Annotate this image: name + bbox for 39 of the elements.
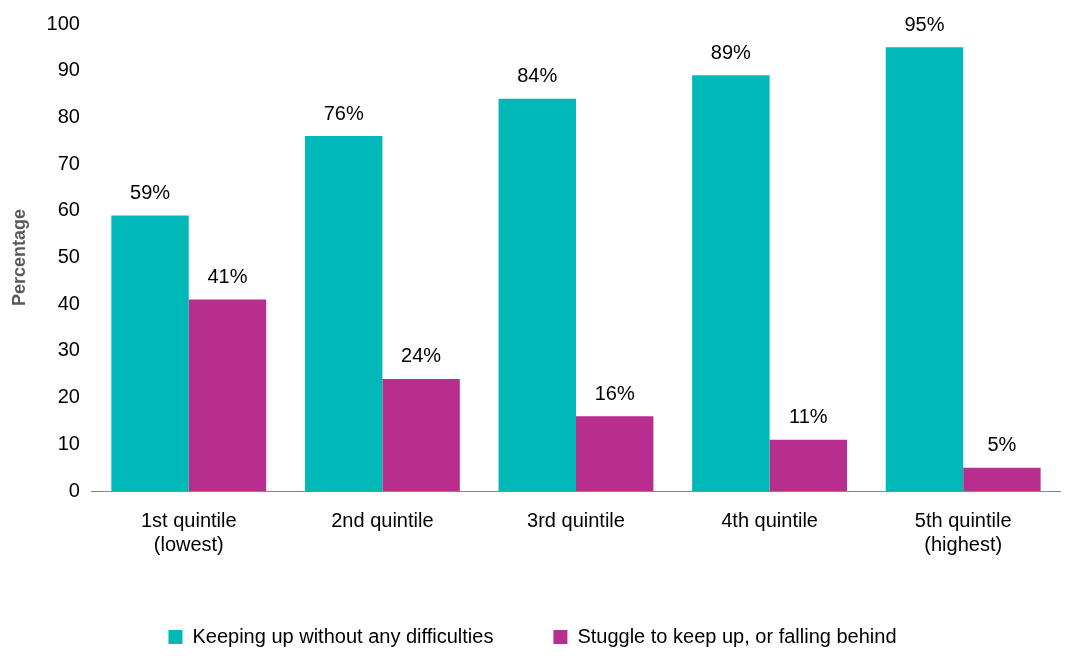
- y-tick-label: 10: [57, 431, 80, 454]
- bar: [498, 98, 576, 491]
- legend-label: Stuggle to keep up, or falling behind: [577, 624, 897, 647]
- y-tick-label: 80: [57, 104, 80, 127]
- data-label: 41%: [207, 265, 248, 288]
- bar: [769, 439, 848, 491]
- bar: [188, 299, 267, 491]
- y-tick-label: 50: [57, 245, 80, 268]
- bar: [304, 136, 383, 491]
- y-tick-label: 90: [57, 58, 80, 81]
- x-tick-label: 5th quintile (highest): [914, 508, 1012, 555]
- bar: [575, 416, 654, 491]
- data-label: 16%: [594, 381, 635, 404]
- x-tick-label: 3rd quintile: [527, 508, 625, 531]
- y-tick-label: 40: [57, 291, 80, 314]
- data-label: 84%: [517, 64, 558, 87]
- data-label: 95%: [904, 12, 945, 35]
- bar: [692, 75, 770, 491]
- data-label: 5%: [987, 433, 1017, 456]
- y-tick-label: 100: [46, 11, 80, 34]
- data-label: 24%: [401, 344, 442, 367]
- data-label: 76%: [323, 101, 364, 124]
- y-tick-label: 20: [57, 385, 80, 408]
- y-axis-title: Percentage: [8, 208, 29, 307]
- data-label: 89%: [710, 40, 752, 63]
- legend-label: Keeping up without any difficulties: [192, 624, 494, 647]
- y-tick-label: 60: [57, 198, 80, 221]
- bar: [382, 378, 460, 491]
- x-tick-label: 1st quintile (lowest): [140, 508, 237, 555]
- data-label: 59%: [130, 180, 171, 203]
- y-tick-label: 30: [57, 338, 80, 361]
- data-label: 11%: [789, 405, 828, 428]
- bar: [885, 47, 964, 491]
- bar: [963, 467, 1041, 491]
- y-tick-label: 70: [57, 151, 80, 174]
- bar: [111, 215, 189, 491]
- x-tick-label: 4th quintile: [721, 508, 818, 531]
- x-tick-label: 2nd quintile: [331, 508, 434, 531]
- y-tick-label: 0: [68, 478, 80, 501]
